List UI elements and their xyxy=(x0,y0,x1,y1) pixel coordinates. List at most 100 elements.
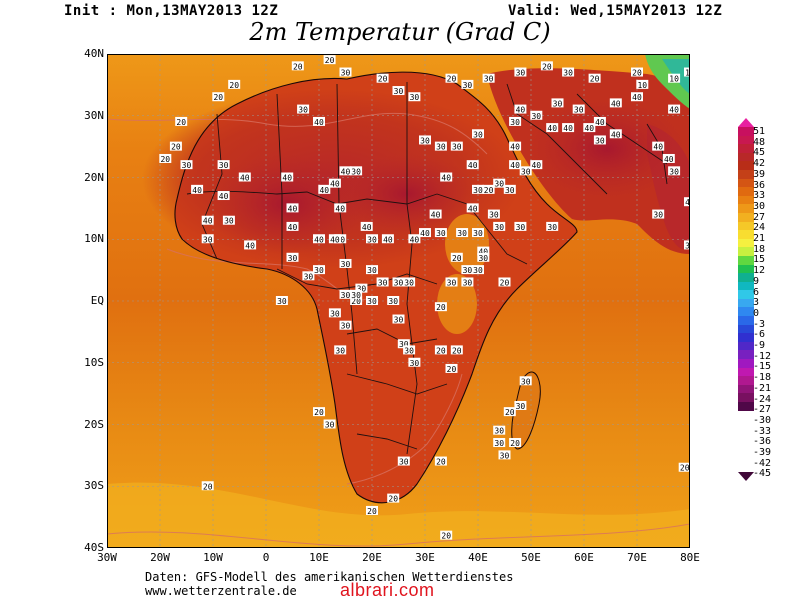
svg-text:40: 40 xyxy=(341,167,351,176)
svg-text:30: 30 xyxy=(463,278,473,287)
svg-text:30: 30 xyxy=(351,167,361,176)
contour-label: 30 xyxy=(355,283,368,294)
svg-text:30: 30 xyxy=(399,458,409,467)
svg-text:20: 20 xyxy=(447,75,457,84)
contour-label: 30 xyxy=(392,314,405,325)
svg-text:30: 30 xyxy=(399,340,409,349)
contour-label: 30 xyxy=(461,277,474,287)
contour-label: 30 xyxy=(366,265,378,275)
svg-text:30: 30 xyxy=(494,180,504,189)
color-scale-band xyxy=(738,238,754,248)
contour-label: 30 xyxy=(328,308,341,318)
contour-label: 20 xyxy=(509,438,522,448)
svg-text:40: 40 xyxy=(240,174,250,183)
longitude-label: 40E xyxy=(468,551,488,564)
longitude-label: 30W xyxy=(97,551,117,564)
svg-text:40: 40 xyxy=(330,180,340,189)
svg-text:30: 30 xyxy=(367,297,377,306)
contour-label: 30 xyxy=(408,357,421,368)
contour-label: 30 xyxy=(339,320,352,331)
svg-text:20: 20 xyxy=(632,69,642,78)
color-scale-band xyxy=(738,135,754,145)
svg-text:30: 30 xyxy=(394,316,404,325)
color-scale-band xyxy=(738,169,754,179)
latitude-label: 20N xyxy=(84,170,104,184)
color-scale-label: -3 xyxy=(753,318,766,330)
svg-text:40: 40 xyxy=(288,204,298,213)
svg-text:20: 20 xyxy=(160,155,170,164)
svg-text:40: 40 xyxy=(611,99,621,108)
contour-label: 30 xyxy=(509,116,522,127)
valid-time: Valid: Wed,15MAY2013 12Z xyxy=(508,3,723,19)
latitude-label: 40S xyxy=(84,541,104,554)
website-credit[interactable]: www.wetterzentrale.de xyxy=(145,584,297,598)
svg-text:40: 40 xyxy=(531,161,541,170)
color-scale-label: 42 xyxy=(753,158,766,170)
color-scale-band xyxy=(738,178,754,188)
contour-label: 30 xyxy=(493,221,506,232)
contour-label: 30 xyxy=(180,160,193,170)
color-scale-label: 21 xyxy=(753,233,766,244)
contour-label: 20 xyxy=(228,79,241,90)
color-scale-label: -12 xyxy=(753,350,772,362)
svg-text:30: 30 xyxy=(510,118,520,127)
contour-label: 30 xyxy=(392,277,405,287)
contour-label: 40 xyxy=(466,203,479,213)
contour-label: 30 xyxy=(514,221,527,232)
contour-label: 30 xyxy=(397,456,410,467)
contour-label: 40 xyxy=(652,141,665,152)
data-source-credit: Daten: GFS-Modell des amerikanischen Wet… xyxy=(145,570,514,584)
svg-text:30: 30 xyxy=(394,278,404,287)
svg-text:30: 30 xyxy=(595,136,605,145)
svg-text:30: 30 xyxy=(484,75,494,84)
contour-label: 30 xyxy=(366,296,378,306)
contour-label: 20 xyxy=(434,345,447,355)
contour-label: 40 xyxy=(593,116,606,127)
latitude-label: EQ xyxy=(90,294,104,307)
longitude-label: 10E xyxy=(309,551,329,564)
contour-label: 40 xyxy=(286,221,299,232)
contour-label: 20 xyxy=(387,493,400,504)
longitude-label: 30E xyxy=(415,551,435,564)
svg-text:30: 30 xyxy=(351,291,361,300)
contour-label: 30 xyxy=(652,209,665,220)
contour-label: 40 xyxy=(509,141,522,152)
color-scale-label: -6 xyxy=(753,329,766,341)
svg-text:40: 40 xyxy=(547,124,557,133)
svg-text:30: 30 xyxy=(341,322,351,331)
svg-text:30: 30 xyxy=(335,346,345,355)
color-scale-label: 36 xyxy=(753,179,766,191)
svg-text:20: 20 xyxy=(213,93,223,102)
svg-text:30: 30 xyxy=(436,143,446,152)
svg-text:30: 30 xyxy=(473,130,483,139)
svg-text:30: 30 xyxy=(410,359,420,368)
svg-text:30: 30 xyxy=(182,161,192,170)
contour-label: 30 xyxy=(461,265,474,275)
watermark: albrari.com xyxy=(340,580,435,600)
color-scale-label: 3 xyxy=(753,297,760,309)
contour-label: 30 xyxy=(339,289,352,300)
latitude-label: 20S xyxy=(84,417,104,431)
contour-label: 30 xyxy=(530,110,543,121)
color-scale-band xyxy=(738,316,754,325)
color-scale xyxy=(738,127,754,411)
map-frame xyxy=(107,54,690,548)
svg-text:20: 20 xyxy=(500,278,510,287)
svg-text:10: 10 xyxy=(685,69,690,78)
svg-text:10: 10 xyxy=(669,75,679,84)
color-scale-band xyxy=(738,376,754,385)
scale-top-arrow xyxy=(738,118,754,127)
color-scale-band xyxy=(738,393,754,402)
color-scale-band xyxy=(738,350,754,360)
contour-label: 30 xyxy=(201,234,214,244)
svg-text:40: 40 xyxy=(632,93,642,102)
svg-text:30: 30 xyxy=(473,186,483,195)
contour-label: 20 xyxy=(169,141,182,152)
color-scale-label: 0 xyxy=(753,307,760,319)
color-scale-band xyxy=(738,204,754,213)
latitude-label: 30N xyxy=(84,108,104,122)
color-scale-label: 51 xyxy=(753,126,766,137)
svg-text:30: 30 xyxy=(378,278,388,287)
contour-label: 20 xyxy=(159,153,172,164)
color-scale-band xyxy=(738,230,754,239)
